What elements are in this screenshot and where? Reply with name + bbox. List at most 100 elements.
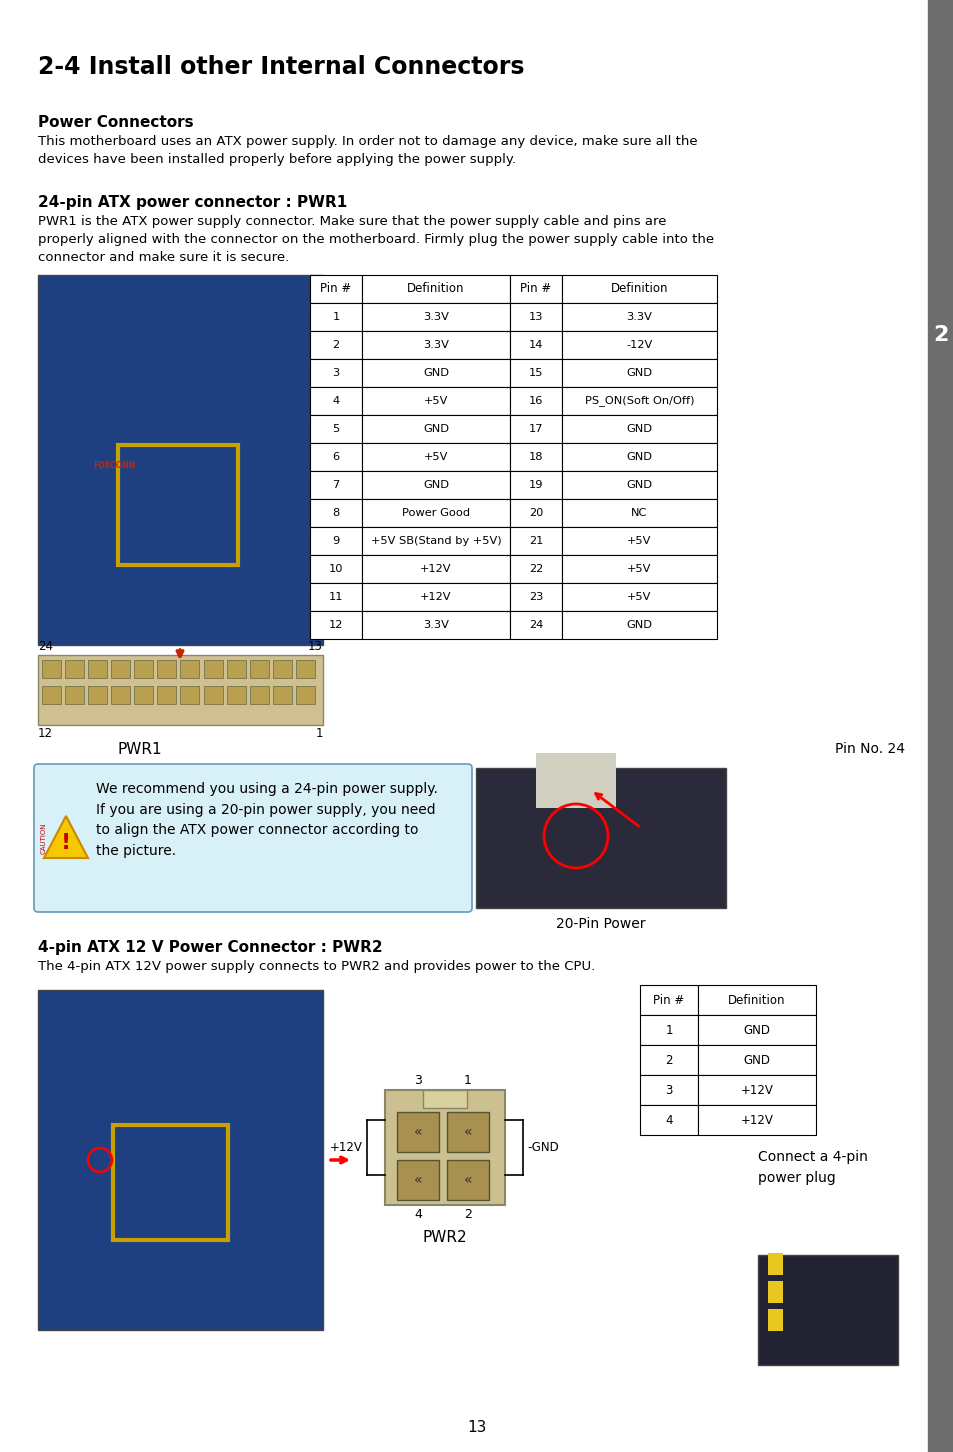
Text: 3: 3	[414, 1074, 421, 1088]
Text: 7: 7	[332, 481, 339, 489]
FancyBboxPatch shape	[34, 764, 472, 912]
Text: 3: 3	[332, 367, 339, 378]
Text: 4-pin ATX 12 V Power Connector : PWR2: 4-pin ATX 12 V Power Connector : PWR2	[38, 939, 382, 955]
Text: 24-pin ATX power connector : PWR1: 24-pin ATX power connector : PWR1	[38, 195, 347, 211]
Text: This motherboard uses an ATX power supply. In order not to damage any device, ma: This motherboard uses an ATX power suppl…	[38, 135, 697, 166]
Text: 20-Pin Power: 20-Pin Power	[556, 918, 645, 931]
Text: 8: 8	[332, 508, 339, 518]
Text: GND: GND	[422, 424, 449, 434]
Text: 1: 1	[463, 1074, 472, 1088]
Bar	[639, 1105, 698, 1135]
Bar	[310, 555, 361, 584]
Text: +12V: +12V	[740, 1114, 773, 1127]
Text: 20: 20	[528, 508, 542, 518]
Text: 23: 23	[528, 592, 542, 603]
Bar	[561, 555, 717, 584]
Bar	[510, 331, 561, 359]
Text: 1: 1	[332, 312, 339, 322]
Text: +5V: +5V	[627, 592, 651, 603]
Bar	[361, 611, 510, 639]
Text: 3.3V: 3.3V	[422, 620, 449, 630]
Polygon shape	[44, 816, 88, 858]
Text: +12V: +12V	[420, 592, 452, 603]
Text: 2: 2	[932, 325, 947, 346]
Bar	[310, 331, 361, 359]
Bar	[561, 359, 717, 388]
Text: 13: 13	[308, 640, 323, 653]
Text: «: «	[463, 1173, 472, 1186]
Bar	[561, 443, 717, 470]
Bar	[396, 1160, 438, 1199]
Bar	[510, 274, 561, 303]
Text: 14: 14	[528, 340, 542, 350]
Text: NC: NC	[631, 508, 647, 518]
Bar	[88, 661, 107, 678]
Text: Definition: Definition	[727, 993, 785, 1006]
Bar	[65, 661, 84, 678]
Text: GND: GND	[626, 367, 652, 378]
Text: PS_ON(Soft On/Off): PS_ON(Soft On/Off)	[584, 395, 694, 407]
Bar	[250, 685, 269, 704]
Text: PWR1: PWR1	[117, 742, 162, 756]
Bar	[361, 584, 510, 611]
Bar	[361, 443, 510, 470]
Bar	[510, 499, 561, 527]
Bar	[698, 984, 815, 1015]
Bar	[227, 685, 246, 704]
Bar	[112, 685, 131, 704]
Bar	[42, 685, 61, 704]
Bar	[310, 274, 361, 303]
Bar	[361, 388, 510, 415]
Bar	[639, 1045, 698, 1074]
Bar	[273, 661, 292, 678]
Bar	[510, 470, 561, 499]
Bar	[561, 388, 717, 415]
Bar	[310, 415, 361, 443]
Bar	[361, 274, 510, 303]
Text: Definition: Definition	[610, 283, 667, 296]
Text: 4: 4	[332, 396, 339, 407]
Bar	[361, 303, 510, 331]
Bar	[396, 1112, 438, 1151]
Bar	[510, 359, 561, 388]
Bar	[310, 499, 361, 527]
Text: «: «	[414, 1173, 422, 1186]
Bar	[510, 388, 561, 415]
Bar	[422, 1090, 467, 1108]
Text: GND: GND	[422, 367, 449, 378]
Bar	[88, 685, 107, 704]
Text: 9: 9	[332, 536, 339, 546]
Bar	[767, 1281, 782, 1302]
Text: 17: 17	[528, 424, 542, 434]
Bar	[698, 1074, 815, 1105]
Text: 24: 24	[528, 620, 542, 630]
Bar	[118, 444, 237, 565]
Text: GND: GND	[626, 481, 652, 489]
Text: 2: 2	[332, 340, 339, 350]
Text: Connect a 4-pin
power plug: Connect a 4-pin power plug	[758, 1150, 867, 1185]
Text: «: «	[463, 1125, 472, 1138]
Bar	[310, 584, 361, 611]
Bar	[38, 990, 323, 1330]
Bar	[767, 1253, 782, 1275]
Bar	[310, 443, 361, 470]
Bar	[310, 359, 361, 388]
Bar	[295, 685, 314, 704]
Text: PWR1 is the ATX power supply connector. Make sure that the power supply cable an: PWR1 is the ATX power supply connector. …	[38, 215, 714, 264]
Text: !: !	[61, 833, 71, 852]
Bar	[38, 655, 323, 725]
Text: 3: 3	[664, 1083, 672, 1096]
Bar	[510, 611, 561, 639]
Text: 13: 13	[467, 1420, 486, 1435]
Bar	[447, 1112, 489, 1151]
Text: GND: GND	[626, 620, 652, 630]
Bar	[510, 303, 561, 331]
Bar	[250, 661, 269, 678]
Bar	[273, 685, 292, 704]
Bar	[561, 331, 717, 359]
Bar	[227, 661, 246, 678]
Text: 10: 10	[329, 563, 343, 574]
Text: 11: 11	[329, 592, 343, 603]
Text: 1: 1	[664, 1024, 672, 1037]
Text: +5V: +5V	[423, 396, 448, 407]
